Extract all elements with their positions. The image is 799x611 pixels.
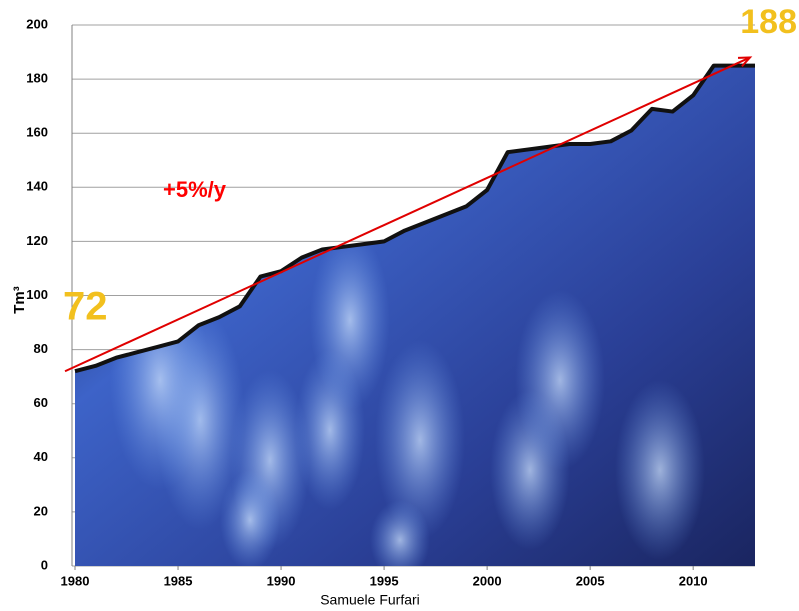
y-tick-label: 180 [26,71,48,86]
flame-highlight [615,380,705,560]
y-tick-label: 200 [26,16,48,31]
y-axis-title: Tm³ [11,286,28,314]
x-tick-label: 2010 [679,573,708,588]
x-tick-label: 2000 [473,573,502,588]
trend-line [64,56,751,373]
source: Samuele Furfari [320,592,420,608]
area-outline [74,63,755,374]
x-tick-label: 1990 [267,573,296,588]
flame-highlight [515,290,605,470]
flame-highlight [110,270,210,490]
flame-highlight [310,230,390,410]
y-tick-label: 20 [34,503,48,518]
flame-highlight [370,500,430,566]
flame-highlight [375,340,465,540]
y-tick-label: 140 [26,179,48,194]
y-tick-label: 80 [34,341,48,356]
trend-label: +5%/y [163,177,227,202]
trend-start-label: 72 [63,285,108,329]
trend-arrowhead [737,56,753,67]
flame-highlight [220,470,280,566]
y-tick-label: 100 [26,287,48,302]
y-tick-label: 0 [41,557,48,572]
x-tick-label: 1985 [164,573,193,588]
x-tick-label: 1995 [370,573,399,588]
y-tick-label: 40 [34,449,48,464]
x-tick-label: 1980 [61,573,90,588]
area-group [74,63,755,566]
y-tick-label: 60 [34,395,48,410]
y-tick-label: 120 [26,233,48,248]
trend-end-label: 188 [740,3,797,41]
y-tick-label: 160 [26,125,48,140]
x-tick-label: 2005 [576,573,605,588]
